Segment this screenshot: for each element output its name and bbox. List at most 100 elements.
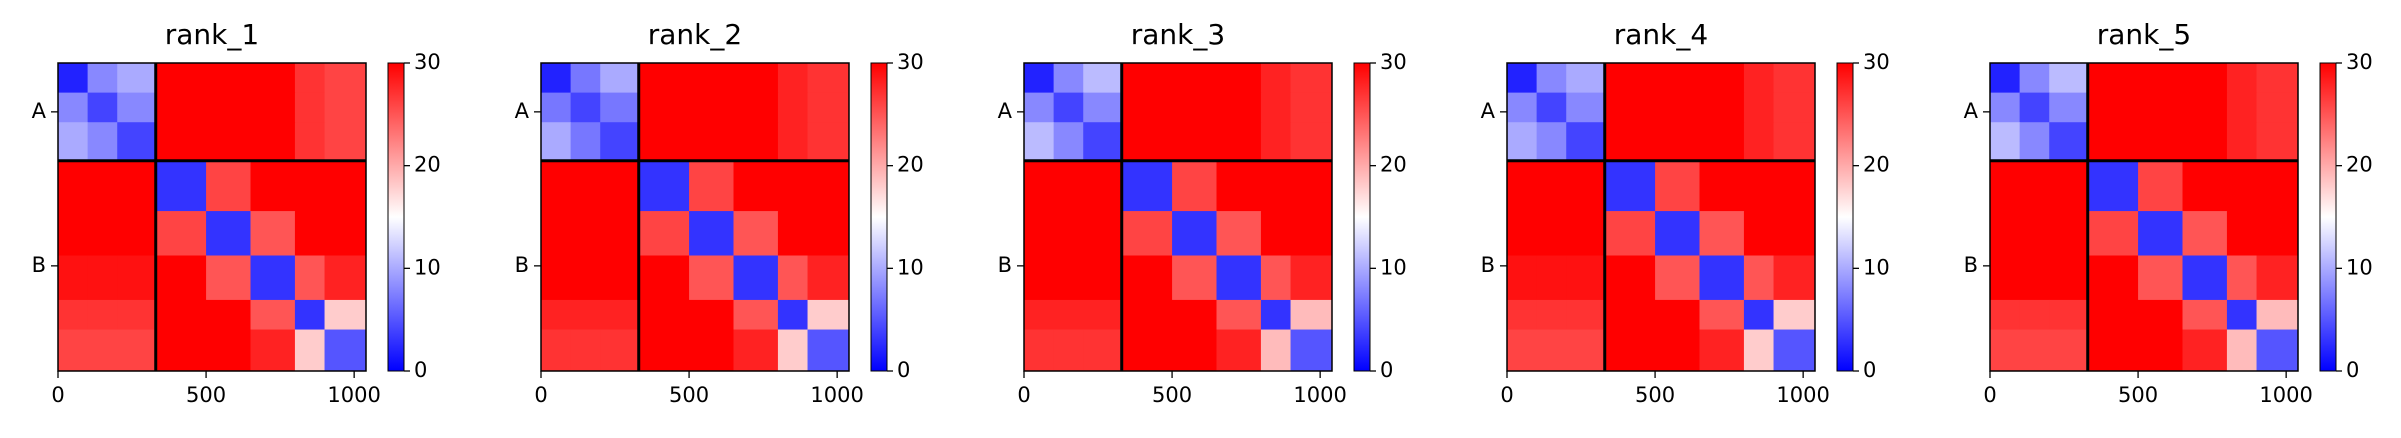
heatmap-cell <box>600 299 640 331</box>
heatmap-cell <box>1566 211 1606 256</box>
heatmap-cell <box>1699 122 1745 162</box>
heatmap-cell <box>1699 160 1745 212</box>
panel-title: rank_3 <box>1131 18 1225 51</box>
y-tick-label: B <box>998 253 1012 277</box>
heatmap-cell <box>58 92 89 123</box>
heatmap-cell <box>294 211 326 256</box>
heatmap-cell <box>1604 329 1656 372</box>
axes-frame <box>540 62 850 372</box>
heatmap-cell <box>324 92 367 123</box>
heatmap-cell <box>1604 211 1656 256</box>
heatmap-cell <box>1699 299 1745 331</box>
heatmap-cell <box>1053 160 1084 212</box>
heatmap-cell <box>570 211 601 256</box>
heatmap-cell <box>1121 299 1173 331</box>
heatmap-cell <box>117 122 157 162</box>
heatmap-cell <box>2182 211 2228 256</box>
colorbar-tick-label: 20 <box>897 153 924 177</box>
axes-frame <box>1989 62 2299 372</box>
heatmap-cell <box>570 63 601 94</box>
heatmap-cell <box>1699 211 1745 256</box>
heatmap-cell <box>733 122 779 162</box>
panel-title: rank_2 <box>648 18 742 51</box>
heatmap-cell <box>58 255 89 301</box>
heatmap-cell <box>250 211 296 256</box>
heatmap-cell <box>1121 255 1173 301</box>
heatmap-cell <box>807 211 850 256</box>
heatmap-cell <box>733 329 779 372</box>
y-tick-label: A <box>32 99 47 123</box>
heatmap-cell <box>2049 329 2089 372</box>
heatmap-cell <box>1290 122 1333 162</box>
x-tick-label: 1000 <box>2259 383 2312 407</box>
heatmap-cell <box>1083 255 1123 301</box>
heatmap-cell <box>807 92 850 123</box>
heatmap-cell <box>1773 122 1816 162</box>
heatmap-cell <box>2256 299 2299 331</box>
heatmap-cell <box>1990 160 2021 212</box>
colorbar <box>870 62 888 372</box>
heatmap-cell <box>155 211 207 256</box>
heatmap-cell <box>1604 255 1656 301</box>
heatmap-cell <box>1216 122 1262 162</box>
colorbar-tick-label: 20 <box>1380 153 1407 177</box>
heatmap-cell <box>1024 299 1055 331</box>
heatmap-cell <box>155 122 207 162</box>
heatmap-cell <box>1172 63 1217 94</box>
heatmap-cell <box>689 92 734 123</box>
heatmap-cell <box>2087 160 2139 212</box>
x-tick-label: 1000 <box>810 383 863 407</box>
heatmap-cell <box>1699 329 1745 372</box>
heatmap-cell <box>1216 255 1262 301</box>
heatmap-cell <box>1024 92 1055 123</box>
heatmap-cell <box>117 92 157 123</box>
heatmap-cell <box>2138 63 2183 94</box>
heatmap-cell <box>1655 211 1700 256</box>
heatmap-cell <box>1290 211 1333 256</box>
colorbar-tick-label: 20 <box>414 153 441 177</box>
heatmap-cell <box>570 122 601 162</box>
heatmap-cell <box>2226 211 2258 256</box>
heatmap-cell <box>1507 63 1538 94</box>
y-tick-label: B <box>515 253 529 277</box>
heatmap-cell <box>1260 255 1292 301</box>
heatmap-cell <box>206 122 251 162</box>
heatmap-cell <box>155 299 207 331</box>
heatmap-cell <box>2138 255 2183 301</box>
heatmap-cell <box>1121 160 1173 212</box>
heatmap-cell <box>1566 329 1606 372</box>
heatmap-cell <box>689 255 734 301</box>
heatmap-cell <box>1773 255 1816 301</box>
heatmap-cell <box>1655 160 1700 212</box>
heatmap-cell <box>2256 63 2299 94</box>
heatmap-cell <box>1053 255 1084 301</box>
heatmap-cell <box>777 92 809 123</box>
heatmap-cell <box>1990 211 2021 256</box>
heatmap-cell <box>1743 211 1775 256</box>
heatmap-cell <box>117 329 157 372</box>
heatmap-cell <box>777 329 809 372</box>
heatmap-cell <box>1990 122 2021 162</box>
colorbar-tick-label: 30 <box>2346 50 2373 74</box>
heatmap-cell <box>570 299 601 331</box>
heatmap-cell <box>600 211 640 256</box>
heatmap-cell <box>541 92 572 123</box>
heatmap-cell <box>1655 329 1700 372</box>
y-tick-label: A <box>1481 99 1496 123</box>
heatmap-cell <box>2256 329 2299 372</box>
heatmap-cell <box>1699 255 1745 301</box>
heatmap-cell <box>87 92 118 123</box>
y-tick-label: B <box>32 253 46 277</box>
heatmap-cell <box>1743 160 1775 212</box>
y-tick-label: A <box>515 99 530 123</box>
heatmap-cell <box>1083 122 1123 162</box>
heatmap-cell <box>600 63 640 94</box>
heatmap-cell <box>2087 92 2139 123</box>
heatmap-cell <box>777 122 809 162</box>
heatmap-cell <box>1699 63 1745 94</box>
heatmap-cell <box>294 255 326 301</box>
heatmap-cell <box>1260 122 1292 162</box>
heatmap-cell <box>1290 255 1333 301</box>
heatmap-cell <box>1536 255 1567 301</box>
heatmap-cell <box>1990 299 2021 331</box>
